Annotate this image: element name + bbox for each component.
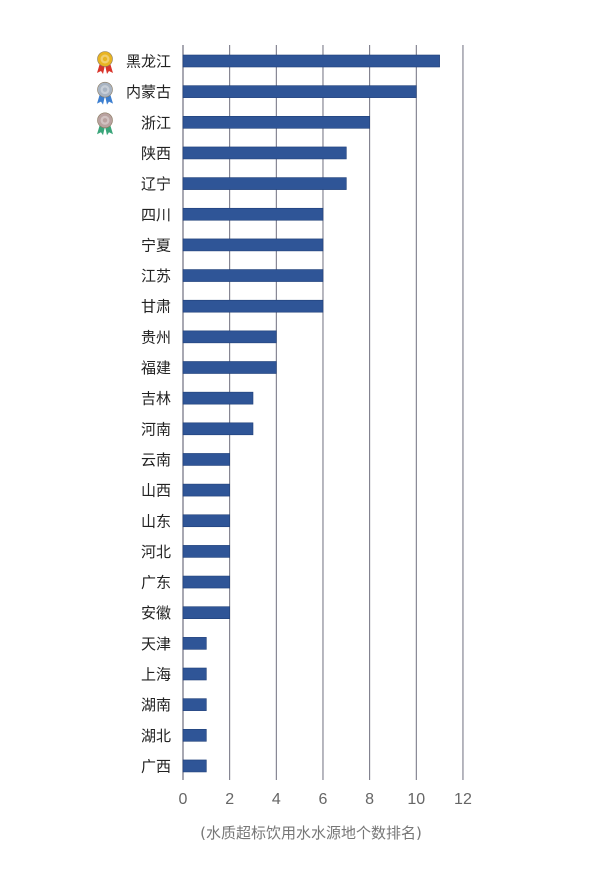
category-label-15: 山西 <box>141 482 171 500</box>
category-label-7: 宁夏 <box>141 236 171 254</box>
x-tick-label-2: 2 <box>225 791 234 808</box>
bar-16 <box>182 514 230 528</box>
bar-24 <box>182 759 207 773</box>
category-label-2: 内蒙古 <box>126 83 171 101</box>
gridlines <box>182 45 464 780</box>
category-label-18: 广东 <box>141 574 171 592</box>
x-tick-label-12: 12 <box>454 791 472 808</box>
category-label-3: 浙江 <box>141 114 171 132</box>
category-label-4: 陕西 <box>141 144 171 162</box>
x-tick-label-10: 10 <box>407 791 425 808</box>
bars <box>182 54 440 773</box>
category-label-14: 云南 <box>141 451 171 469</box>
x-tick-label-4: 4 <box>272 791 281 808</box>
bar-18 <box>182 575 230 589</box>
bar-21 <box>182 667 207 681</box>
bar-8 <box>182 269 324 282</box>
bar-9 <box>182 299 324 313</box>
category-label-8: 江苏 <box>141 267 171 285</box>
bar-19 <box>182 606 230 620</box>
bar-3 <box>182 116 370 129</box>
bar-13 <box>182 422 254 436</box>
category-label-10: 贵州 <box>141 328 171 346</box>
category-label-9: 甘肃 <box>141 298 171 316</box>
medals <box>97 51 113 136</box>
bar-14 <box>182 453 230 466</box>
bar-6 <box>182 207 324 221</box>
bronze-medal-icon <box>97 112 113 136</box>
bar-17 <box>182 545 230 558</box>
category-labels: 黑龙江内蒙古浙江陕西辽宁四川宁夏江苏甘肃贵州福建吉林河南云南山西山东河北广东安徽… <box>126 53 171 776</box>
x-tick-label-8: 8 <box>365 791 374 808</box>
x-tick-labels: 0 2 4 6 8 10 12 <box>179 791 472 808</box>
category-label-24: 广西 <box>141 757 171 775</box>
bar-10 <box>182 330 277 344</box>
category-label-22: 湖南 <box>141 696 171 714</box>
category-label-21: 上海 <box>141 666 171 684</box>
category-label-20: 天津 <box>141 635 171 653</box>
x-axis-title: (水质超标饮用水水源地个数排名) <box>200 824 422 842</box>
bar-2 <box>182 85 417 98</box>
gold-medal-icon <box>97 51 113 74</box>
category-label-17: 河北 <box>141 543 171 561</box>
silver-medal-icon <box>97 81 113 105</box>
category-label-19: 安徽 <box>141 604 171 622</box>
category-label-11: 福建 <box>141 359 171 377</box>
category-label-5: 辽宁 <box>141 175 171 193</box>
x-tick-label-0: 0 <box>179 791 188 808</box>
bar-11 <box>182 361 277 374</box>
category-label-13: 河南 <box>141 420 171 438</box>
category-label-12: 吉林 <box>141 390 171 408</box>
category-label-1: 黑龙江 <box>126 53 171 71</box>
x-tick-label-6: 6 <box>319 791 328 808</box>
bar-20 <box>182 637 207 650</box>
bar-12 <box>182 391 254 405</box>
bar-5 <box>182 177 347 190</box>
category-label-6: 四川 <box>141 206 171 224</box>
category-label-16: 山东 <box>141 512 171 530</box>
category-label-23: 湖北 <box>141 727 171 745</box>
bar-7 <box>182 238 324 252</box>
bar-1 <box>182 54 440 68</box>
bar-4 <box>182 146 347 160</box>
bar-23 <box>182 728 207 742</box>
bar-22 <box>182 698 207 711</box>
bar-15 <box>182 483 230 497</box>
